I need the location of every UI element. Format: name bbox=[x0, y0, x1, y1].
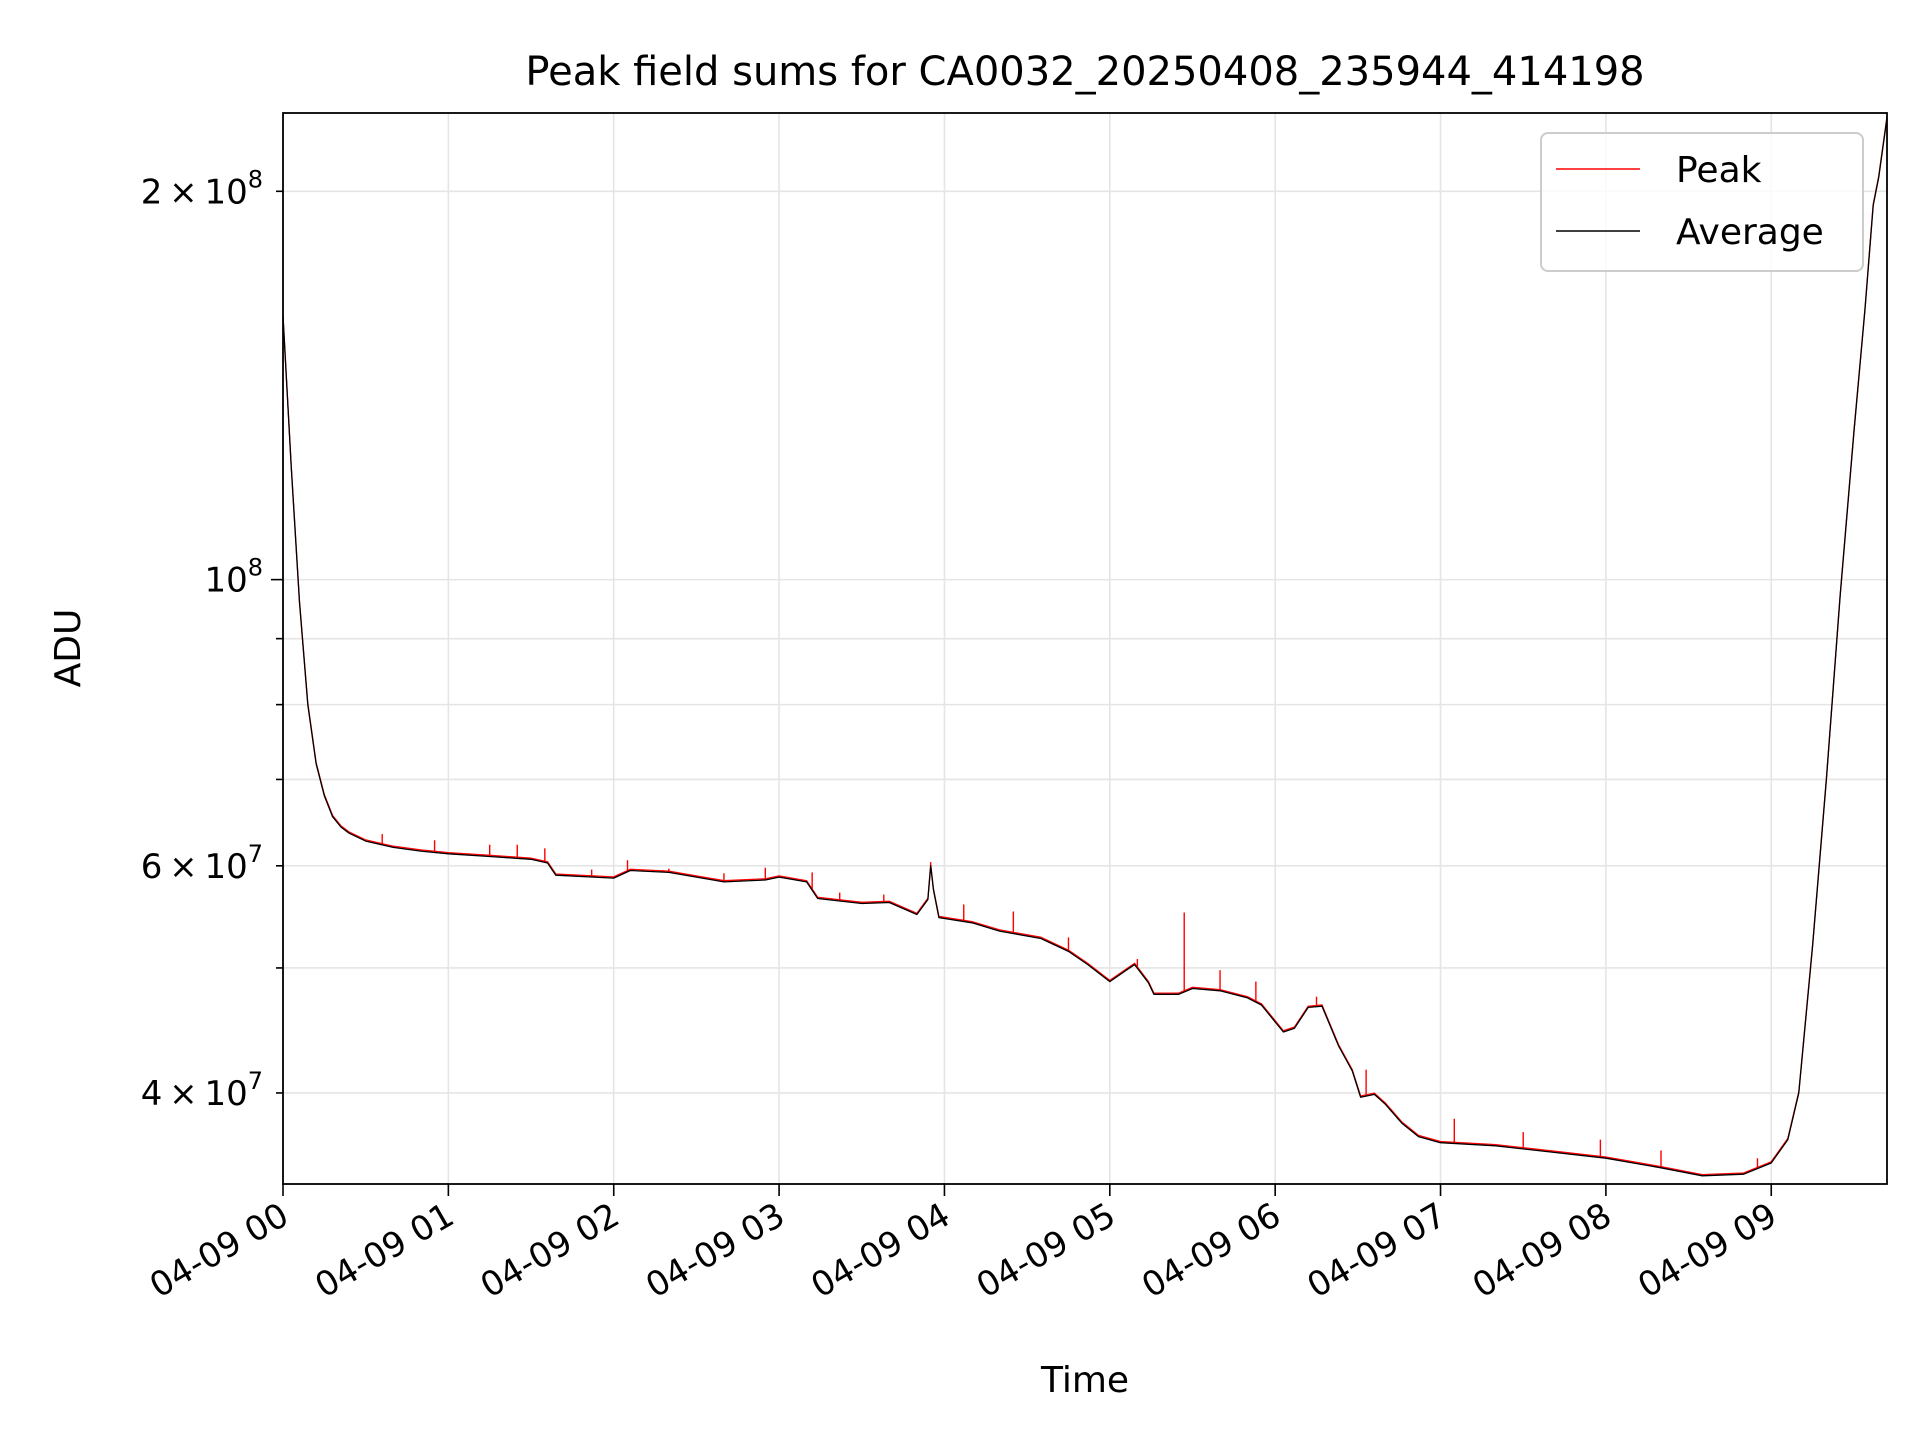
legend: Peak Average bbox=[1540, 132, 1864, 272]
y-tick-label: 108 bbox=[204, 554, 263, 601]
y-tick-mantissa: 6 bbox=[141, 847, 163, 887]
peak-line bbox=[282, 116, 1888, 1176]
y-tick-exponent: 7 bbox=[248, 840, 263, 868]
y-tick-mantissa: 2 bbox=[141, 172, 163, 212]
y-tick-label: 6 × 107 bbox=[141, 840, 263, 887]
plot-frame bbox=[282, 112, 1888, 1185]
series-peak bbox=[282, 116, 1888, 1176]
legend-label-peak: Peak bbox=[1676, 150, 1762, 191]
y-tick-times: × bbox=[162, 847, 204, 887]
y-axis-label: ADU bbox=[48, 609, 89, 688]
series-average bbox=[282, 117, 1888, 1177]
y-tick-label: 4 × 107 bbox=[141, 1067, 263, 1114]
grid bbox=[282, 113, 1887, 1184]
legend-box bbox=[1540, 132, 1864, 272]
average-line bbox=[282, 117, 1888, 1177]
y-tick-label: 2 × 108 bbox=[141, 165, 263, 212]
legend-label-average: Average bbox=[1676, 212, 1824, 253]
chart-title: Peak field sums for CA0032_20250408_2359… bbox=[525, 49, 1644, 95]
y-tick-mantissa: 4 bbox=[141, 1074, 163, 1114]
y-tick-exponent: 7 bbox=[248, 1067, 263, 1095]
y-tick-base: 10 bbox=[204, 1074, 247, 1114]
y-tick-base: 10 bbox=[204, 847, 247, 887]
x-axis-label: Time bbox=[1040, 1360, 1129, 1401]
y-tick-exponent: 8 bbox=[248, 554, 263, 582]
y-tick-base: 10 bbox=[204, 561, 247, 601]
y-tick-times: × bbox=[162, 1074, 204, 1114]
y-tick-times: × bbox=[162, 172, 204, 212]
y-tick-exponent: 8 bbox=[248, 165, 263, 193]
y-tick-base: 10 bbox=[204, 172, 247, 212]
